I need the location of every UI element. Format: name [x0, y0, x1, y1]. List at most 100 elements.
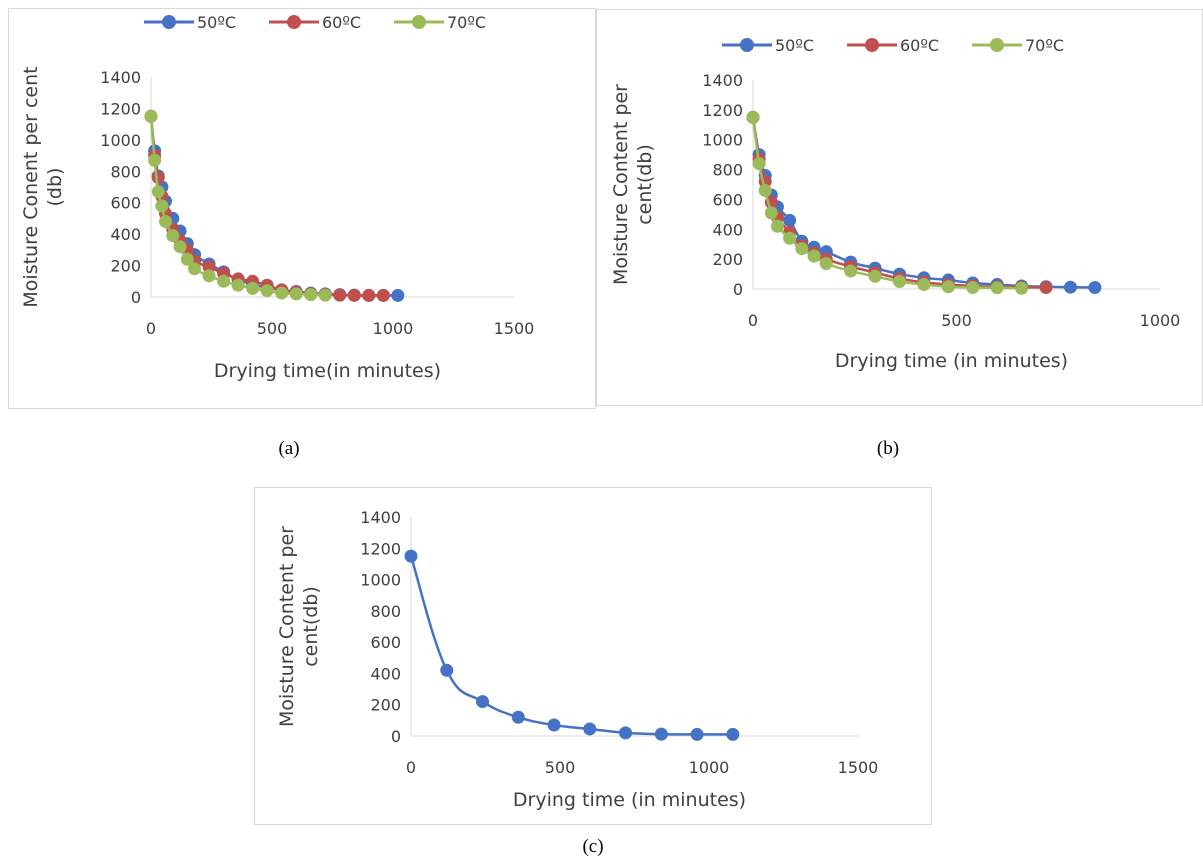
y-tick-label: 1400 [100, 68, 141, 87]
data-point [304, 288, 318, 302]
data-point [440, 663, 454, 677]
chart-panel-a: 0 200 400 600 800 1000 1200 1400 0 500 1000 1500 Dry… [8, 8, 596, 409]
y-axis-title-line: (db) [44, 168, 66, 207]
y-tick-label: 600 [712, 190, 743, 209]
series-line-2 [149, 116, 326, 297]
x-axis-title: Drying time (in minutes) [513, 789, 746, 811]
data-point [180, 252, 194, 266]
data-point [990, 281, 1004, 295]
data-point [155, 199, 169, 213]
data-point [758, 183, 772, 197]
data-point [783, 213, 797, 227]
caption-b: (b) [876, 438, 900, 459]
data-point [376, 288, 390, 302]
data-point [726, 727, 740, 741]
data-point [1063, 280, 1077, 294]
data-point [547, 718, 561, 732]
series-line-0 [149, 116, 398, 297]
data-point [746, 110, 760, 124]
data-point [217, 274, 231, 288]
data-point [941, 280, 955, 294]
moisture-chart-b: 0 200 400 600 800 1000 1200 1400 0 500 1000 Drying … [610, 36, 1181, 372]
y-axis-title-line: cent(db) [300, 586, 322, 667]
data-point [404, 549, 418, 563]
data-point [1039, 281, 1053, 295]
data-point [166, 229, 180, 243]
y-tick-label: 400 [110, 225, 141, 244]
legend-marker [865, 38, 879, 52]
legend-marker [412, 15, 426, 29]
data-point [583, 722, 597, 736]
y-tick-label: 1200 [702, 101, 743, 120]
data-point [289, 287, 303, 301]
x-tick-label: 1500 [494, 319, 535, 338]
x-tick-label: 1500 [838, 758, 879, 777]
legend-label: 50ºC [775, 36, 814, 55]
data-point [246, 281, 260, 295]
y-tick-label: 1400 [702, 71, 743, 90]
y-tick-label: 1400 [360, 508, 401, 527]
y-tick-label: 400 [370, 664, 401, 683]
data-point [868, 269, 882, 283]
data-point [966, 281, 980, 295]
data-point [770, 219, 784, 233]
y-tick-label: 200 [712, 250, 743, 269]
caption-c: (c) [582, 836, 604, 857]
data-point [333, 288, 347, 302]
data-point [318, 288, 332, 302]
x-tick-label: 1000 [1140, 311, 1181, 330]
legend-marker [162, 15, 176, 29]
data-point [1088, 281, 1102, 295]
data-point [151, 171, 165, 185]
y-tick-label: 800 [370, 602, 401, 621]
legend-label: 60ºC [322, 13, 361, 32]
legend-marker [740, 38, 754, 52]
data-point [783, 231, 797, 245]
legend-label: 70ºC [1025, 36, 1064, 55]
y-tick-label: 1000 [100, 131, 141, 150]
x-tick-label: 0 [748, 311, 758, 330]
chart-panel-c: 0 200 400 600 800 1000 1200 1400 0 500 1000 1500 Dry… [254, 487, 932, 825]
data-point [893, 275, 907, 289]
data-point [148, 153, 162, 167]
data-point [347, 288, 361, 302]
x-tick-label: 500 [941, 311, 972, 330]
y-tick-label: 200 [110, 257, 141, 276]
y-tick-label: 0 [733, 280, 743, 299]
y-tick-label: 1000 [702, 131, 743, 150]
y-tick-label: 400 [712, 220, 743, 239]
data-point [173, 240, 187, 254]
data-point [391, 288, 405, 302]
y-tick-label: 600 [110, 194, 141, 213]
data-point [511, 710, 525, 724]
x-tick-label: 500 [545, 758, 576, 777]
data-point [619, 726, 633, 740]
data-point [260, 284, 274, 298]
caption-a: (a) [278, 438, 300, 459]
series-line-2 [751, 117, 1022, 290]
x-tick-label: 1000 [373, 319, 414, 338]
data-point [1015, 281, 1029, 295]
data-point [188, 262, 202, 276]
y-tick-label: 1200 [360, 539, 401, 558]
x-axis-title: Drying time(in minutes) [214, 360, 441, 382]
legend-marker [287, 15, 301, 29]
y-axis-title-line: Moisture Content per [276, 526, 298, 727]
data-point [690, 727, 704, 741]
x-axis-title: Drying time (in minutes) [835, 350, 1068, 372]
data-point [654, 727, 668, 741]
y-tick-label: 1200 [100, 99, 141, 118]
y-tick-label: 800 [110, 162, 141, 181]
x-tick-label: 0 [406, 758, 416, 777]
y-axis-title-line: cent(db) [634, 144, 656, 225]
data-point [275, 286, 289, 300]
data-point [807, 249, 821, 263]
series-line [409, 555, 733, 736]
legend-label: 70ºC [447, 13, 486, 32]
legend-label: 60ºC [900, 36, 939, 55]
data-point [795, 242, 809, 256]
series-line-0 [751, 117, 1095, 289]
moisture-chart-c: 0 200 400 600 800 1000 1200 1400 0 500 1000 1500 Dry… [276, 508, 879, 811]
x-tick-label: 1000 [689, 758, 730, 777]
y-tick-label: 800 [712, 161, 743, 180]
